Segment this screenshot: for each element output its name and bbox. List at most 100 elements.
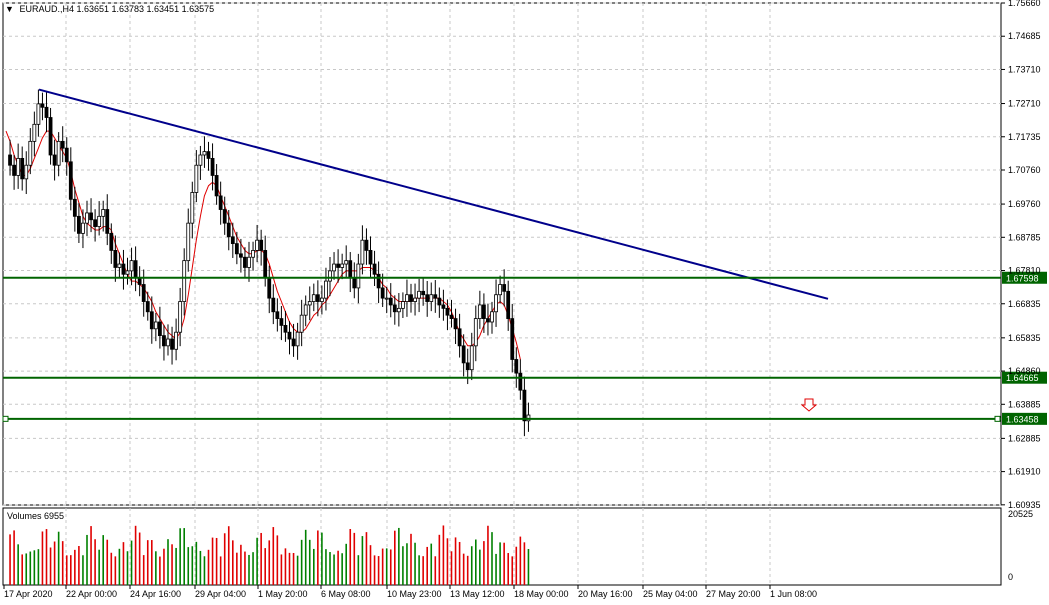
candle [85, 200, 89, 237]
candle-body [89, 212, 93, 221]
candle-body [230, 236, 235, 245]
candle-body [425, 294, 430, 302]
candle [8, 139, 12, 176]
candle [291, 323, 296, 357]
candle [364, 228, 369, 265]
candle-body [490, 311, 494, 323]
level-price-label: 1.64665 [1006, 373, 1039, 383]
candle-body [486, 318, 490, 323]
candle-body [263, 250, 268, 279]
candle-body [8, 154, 12, 166]
candle-body [328, 270, 332, 282]
candle-body [251, 250, 255, 258]
price-tick-label: 1.67810 [1008, 266, 1041, 276]
candle [473, 305, 478, 362]
sell-arrow-icon[interactable] [800, 398, 818, 412]
candle-body [437, 297, 442, 306]
candle [226, 210, 231, 251]
candle [421, 277, 426, 306]
candle-body [469, 345, 474, 371]
candle [315, 280, 320, 317]
candle-body [271, 297, 276, 313]
level-handle[interactable] [2, 415, 9, 422]
candle [392, 295, 397, 325]
candle-body [243, 256, 247, 268]
candle [243, 247, 247, 278]
candle-body [141, 284, 146, 302]
trendline[interactable] [38, 88, 829, 300]
candle [149, 296, 154, 344]
candle-body [218, 195, 223, 210]
candle-body [380, 287, 385, 299]
candle-body [36, 103, 41, 125]
candle [129, 247, 134, 286]
candle-body [441, 304, 446, 309]
candle [271, 284, 276, 325]
candle-body [518, 372, 523, 391]
candle-body [295, 331, 300, 347]
candle-body [413, 297, 417, 302]
time-axis-label: 25 May 04:00 [643, 589, 698, 599]
price-tick-label: 1.71735 [1008, 132, 1041, 142]
volume-panel-frame [2, 507, 1002, 586]
candle-body [319, 297, 324, 302]
level-price-label: 1.63458 [1006, 414, 1039, 424]
level-price-tag [1002, 271, 1047, 284]
candle [425, 280, 430, 317]
dropdown-triangle-icon[interactable]: ▼ [5, 4, 14, 14]
candle [332, 252, 336, 280]
candle [238, 238, 243, 273]
candle [409, 283, 413, 313]
candle [117, 252, 122, 278]
candle [481, 293, 486, 333]
time-axis-label: 18 May 00:00 [514, 589, 569, 599]
candle-body [372, 263, 377, 275]
candle [494, 279, 498, 327]
candle [344, 245, 349, 278]
candle [433, 280, 438, 313]
level-price-tag [1002, 371, 1047, 384]
candle-body [275, 311, 280, 319]
candle [89, 198, 93, 233]
candle [522, 376, 527, 437]
level-handle[interactable] [994, 415, 1001, 422]
candle [380, 273, 385, 308]
candle-body [234, 243, 239, 255]
candle [441, 289, 446, 321]
candle [157, 306, 162, 349]
candle [121, 249, 126, 290]
candle-body [344, 260, 349, 265]
candle [469, 332, 474, 381]
candle-body [72, 198, 77, 217]
candle-body [514, 359, 519, 374]
candle-body [445, 307, 450, 316]
candle [113, 235, 118, 282]
symbol-label: EURAUD.,H4 [19, 4, 74, 14]
candle-body [494, 294, 498, 313]
candle [105, 194, 110, 246]
candle-body [283, 324, 288, 333]
candle-body [117, 263, 122, 268]
candle-body [267, 277, 272, 299]
candle [36, 89, 41, 137]
candle [255, 224, 260, 263]
candle [230, 222, 235, 258]
candle [24, 151, 29, 195]
candle [97, 201, 102, 236]
candle-body [186, 222, 191, 262]
time-axis-label: 6 May 08:00 [321, 589, 371, 599]
candle [186, 208, 191, 272]
candle [56, 132, 61, 177]
candle [267, 265, 272, 314]
candle-body [311, 294, 316, 302]
candle-body [465, 362, 470, 371]
candle-body [40, 103, 45, 108]
candle [174, 318, 179, 361]
candle [28, 128, 33, 175]
candle-body [388, 297, 393, 306]
time-axis-label: 1 Jun 08:00 [770, 589, 817, 599]
candle-body [48, 117, 53, 156]
candle [166, 324, 170, 356]
candle-body [60, 140, 65, 149]
